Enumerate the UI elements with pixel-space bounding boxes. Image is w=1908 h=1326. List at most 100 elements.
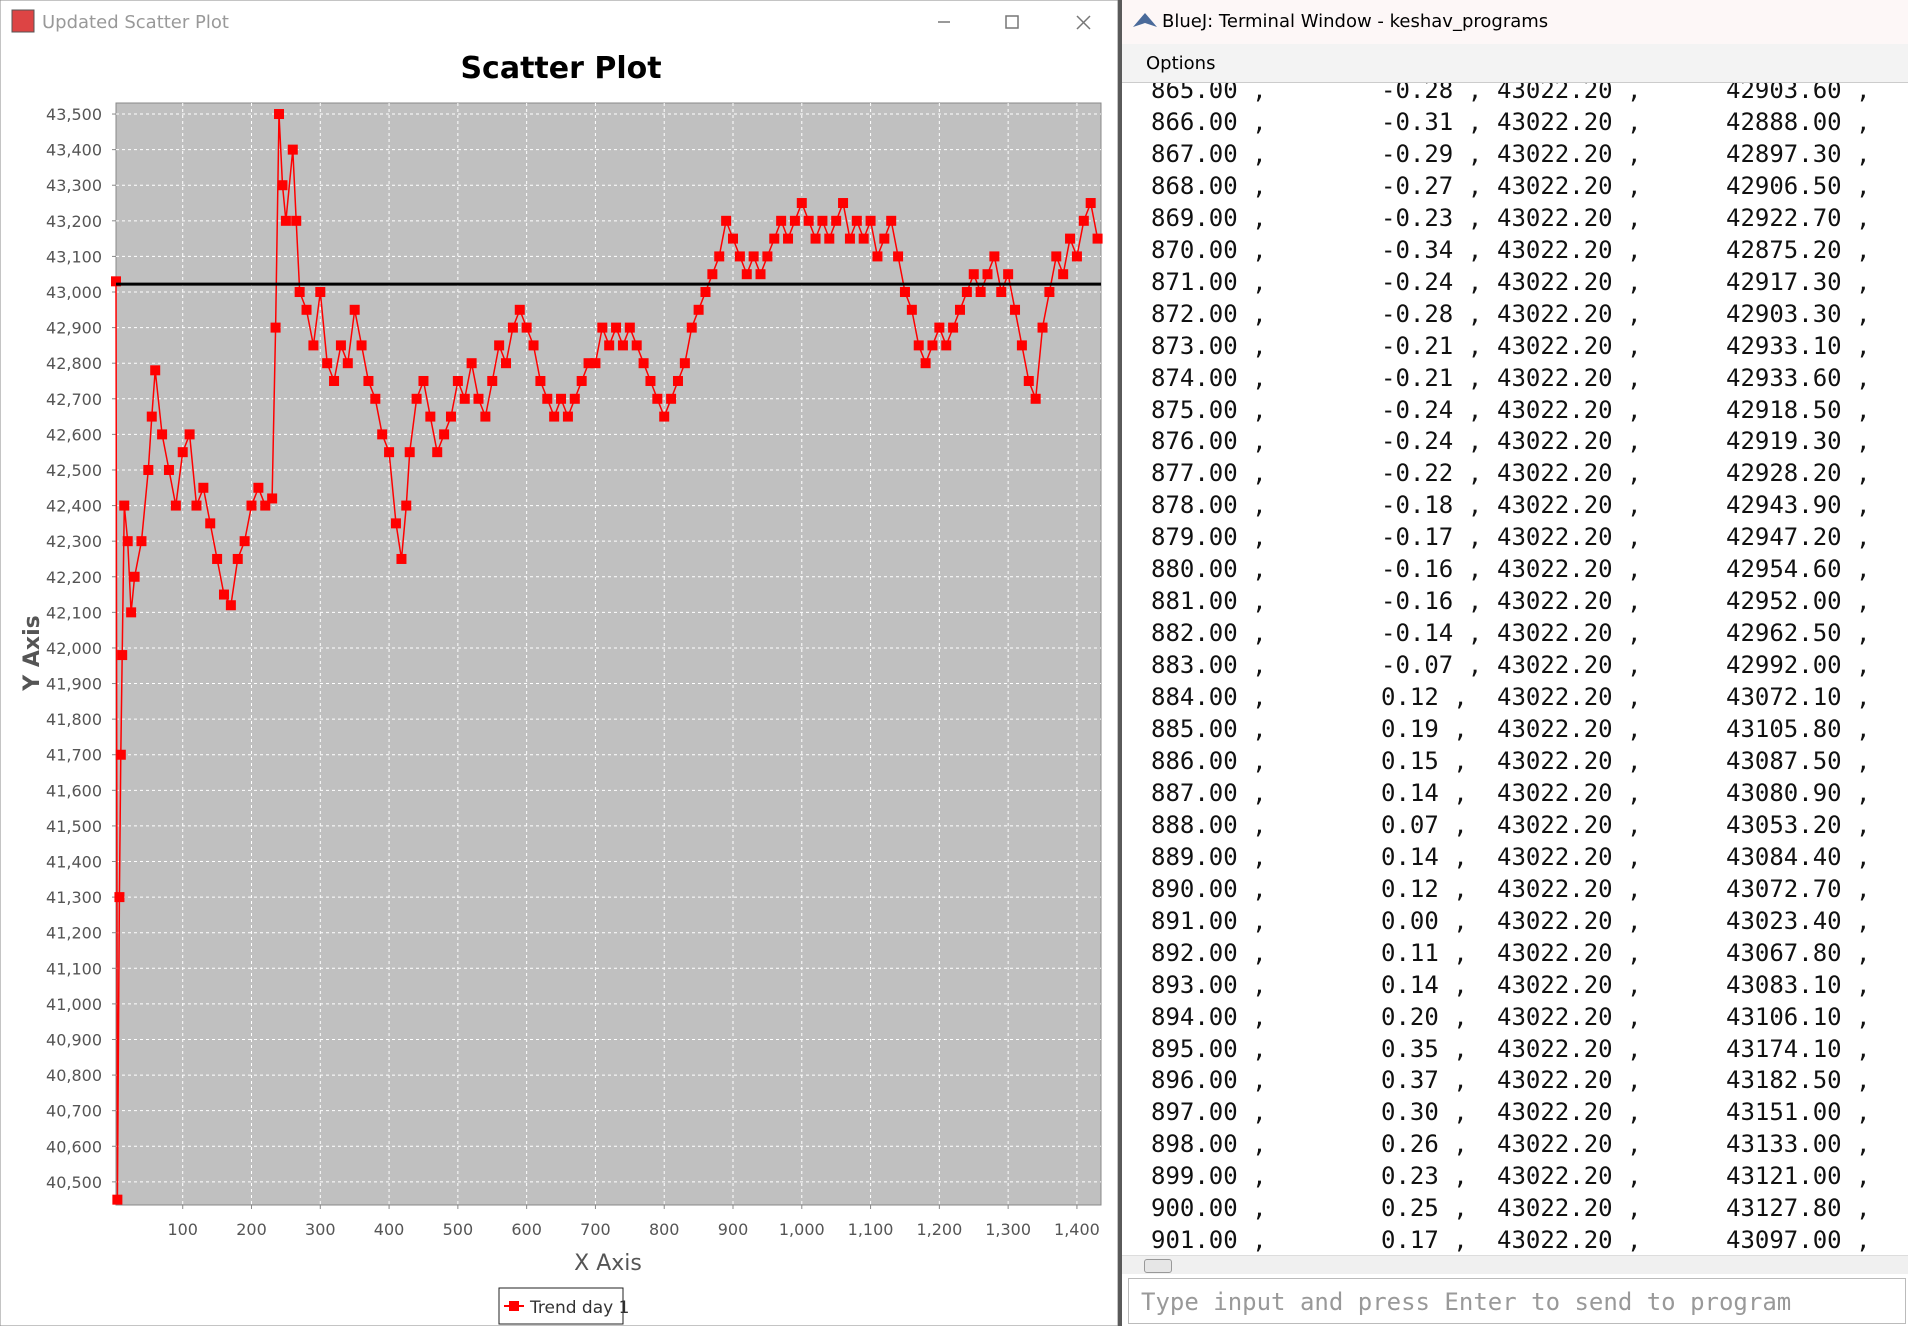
terminal-cell: 867.00 ,: [1151, 139, 1267, 168]
data-point: [528, 340, 539, 351]
data-point: [198, 482, 209, 493]
terminal-cell: 868.00 ,: [1151, 171, 1267, 200]
terminal-cell: 43022.20 ,: [1497, 83, 1642, 104]
terminal-cell: 0.00 ,: [1381, 906, 1468, 935]
data-point: [913, 340, 924, 351]
terminal-cell: -0.28 ,: [1381, 83, 1483, 104]
terminal-cell: 43022.20 ,: [1497, 970, 1642, 999]
data-point: [459, 393, 470, 404]
terminal-cell: 865.00 ,: [1151, 83, 1267, 104]
data-point: [556, 393, 567, 404]
data-point: [136, 536, 147, 547]
terminal-cell: 0.12 ,: [1381, 683, 1468, 712]
terminal-cell: 43022.20 ,: [1497, 235, 1642, 264]
terminal-cell: 42962.50 ,: [1726, 619, 1871, 648]
data-point: [521, 322, 532, 333]
data-point: [205, 518, 216, 529]
data-point: [838, 198, 849, 209]
data-point: [954, 304, 965, 315]
terminal-cell: 43121.00 ,: [1726, 1162, 1871, 1191]
terminal-cell: 43022.20 ,: [1497, 1098, 1642, 1127]
terminal-cell: 892.00 ,: [1151, 938, 1267, 967]
y-tick-label: 42,300: [46, 532, 102, 551]
terminal-cell: 885.00 ,: [1151, 715, 1267, 743]
data-point: [170, 500, 181, 511]
y-tick-label: 43,200: [46, 212, 102, 231]
terminal-cell: 890.00 ,: [1151, 874, 1267, 903]
terminal-cell: 43022.20 ,: [1497, 683, 1642, 712]
terminal-cell: 42992.00 ,: [1726, 651, 1871, 680]
data-point: [425, 411, 436, 422]
terminal-cell: 0.25 ,: [1381, 1194, 1468, 1223]
data-point: [404, 447, 415, 458]
y-tick-label: 41,700: [46, 746, 102, 765]
terminal-title: BlueJ: Terminal Window - keshav_programs: [1162, 11, 1549, 32]
data-point: [734, 251, 745, 262]
x-tick-label: 800: [649, 1220, 680, 1239]
terminal-cell: 43133.00 ,: [1726, 1130, 1871, 1159]
data-point: [755, 269, 766, 280]
terminal-cell: -0.29 ,: [1381, 139, 1483, 168]
data-point: [535, 375, 546, 386]
terminal-cell: 42919.30 ,: [1726, 427, 1871, 456]
data-point: [117, 650, 128, 661]
data-point: [315, 287, 326, 298]
maximize-button[interactable]: [1005, 15, 1019, 29]
x-tick-label: 1,200: [916, 1220, 962, 1239]
terminal-cell: 43106.10 ,: [1726, 1002, 1871, 1031]
terminal-cell: 900.00 ,: [1151, 1194, 1267, 1223]
terminal-cell: 0.23 ,: [1381, 1162, 1468, 1191]
terminal-cell: 0.30 ,: [1381, 1098, 1468, 1127]
data-point: [384, 447, 395, 458]
data-point: [831, 215, 842, 226]
data-point: [611, 322, 622, 333]
data-point: [1030, 393, 1041, 404]
y-tick-label: 42,900: [46, 319, 102, 338]
menu-item[interactable]: Options: [1146, 53, 1216, 74]
input-field[interactable]: Type input and press Enter to send to pr…: [1128, 1278, 1906, 1324]
data-point: [851, 215, 862, 226]
chart-title: Scatter Plot: [460, 51, 661, 86]
terminal-cell: 42903.30 ,: [1726, 299, 1871, 328]
terminal-output: 865.00 , -0.28 , 43022.20 , 42903.60 , 866.0…: [1122, 83, 1908, 1253]
terminal-cell: 43182.50 ,: [1726, 1066, 1871, 1095]
data-point: [879, 233, 890, 244]
terminal-cell: 43022.20 ,: [1497, 555, 1642, 584]
scroll-thumb[interactable]: [1144, 1259, 1172, 1273]
data-point: [886, 215, 897, 226]
terminal-cell: 870.00 ,: [1151, 235, 1267, 264]
terminal-cell: 43022.20 ,: [1497, 1034, 1642, 1063]
terminal-cell: 0.37 ,: [1381, 1066, 1468, 1095]
y-tick-label: 41,500: [46, 817, 102, 836]
data-point: [370, 393, 381, 404]
terminal-cell: 43022.20 ,: [1497, 427, 1642, 456]
y-tick-label: 42,400: [46, 497, 102, 516]
terminal-cell: 42922.70 ,: [1726, 203, 1871, 232]
data-point: [686, 322, 697, 333]
close-button[interactable]: [1076, 15, 1091, 30]
terminal-cell: 43022.20 ,: [1497, 459, 1642, 488]
data-point: [291, 215, 302, 226]
terminal-cell: -0.31 ,: [1381, 107, 1483, 136]
y-tick-label: 42,500: [46, 461, 102, 480]
y-tick-label: 42,600: [46, 425, 102, 444]
data-point: [975, 287, 986, 298]
terminal-cell: 0.17 ,: [1381, 1226, 1468, 1253]
terminal-cell: 893.00 ,: [1151, 970, 1267, 999]
data-point: [335, 340, 346, 351]
terminal-cell: 43174.10 ,: [1726, 1034, 1871, 1063]
horizontal-scrollbar[interactable]: [1122, 1255, 1908, 1274]
data-point: [872, 251, 883, 262]
data-point: [396, 553, 407, 564]
terminal-cell: 43097.00 ,: [1726, 1226, 1871, 1253]
terminal-cell: 43067.80 ,: [1726, 938, 1871, 967]
terminal-cell: 0.35 ,: [1381, 1034, 1468, 1063]
data-point: [1016, 340, 1027, 351]
y-tick-label: 42,000: [46, 639, 102, 658]
y-tick-label: 43,300: [46, 176, 102, 195]
x-tick-label: 1,000: [779, 1220, 825, 1239]
y-tick-label: 41,600: [46, 781, 102, 800]
data-point: [129, 571, 140, 582]
data-point: [507, 322, 518, 333]
terminal-cell: 43022.20 ,: [1497, 139, 1642, 168]
